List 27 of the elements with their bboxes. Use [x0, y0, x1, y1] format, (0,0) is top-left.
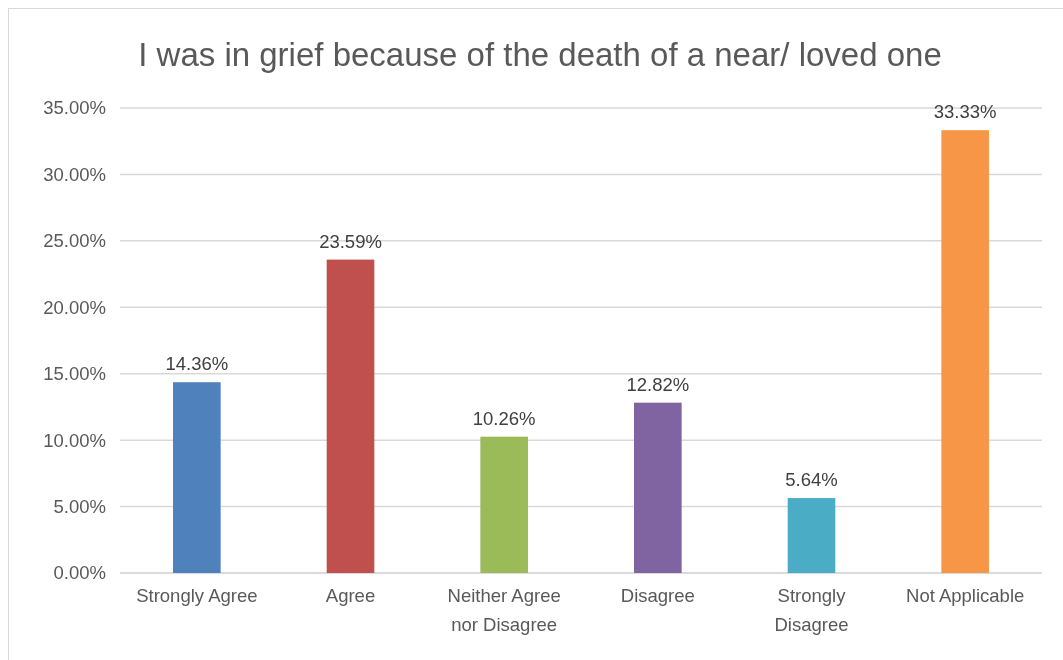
data-label: 33.33% — [933, 101, 997, 123]
bar — [480, 436, 528, 573]
bar — [787, 498, 836, 573]
data-label: 12.82% — [626, 373, 690, 395]
x-tick-label: Not Applicable — [906, 585, 1025, 607]
y-tick-label: 30.00% — [43, 163, 106, 185]
x-tick-label: Strongly Agree — [136, 585, 258, 607]
y-tick-label: 25.00% — [43, 230, 106, 252]
x-tick-label: Neither Agree nor Disagree — [447, 585, 561, 635]
bar — [634, 402, 682, 573]
x-tick-label: Agree — [325, 585, 376, 607]
chart-title: I was in grief because of the death of a near/ loved one — [138, 36, 942, 73]
x-tick-label: Disagree — [620, 585, 695, 607]
y-tick-label: 15.00% — [43, 363, 106, 385]
y-tick-label: 5.00% — [53, 495, 106, 517]
data-label: 14.36% — [165, 353, 229, 375]
bar — [326, 259, 375, 573]
y-tick-label: 20.00% — [43, 296, 106, 318]
y-tick-label: 0.00% — [53, 562, 106, 584]
bar — [173, 382, 221, 573]
y-tick-label: 10.00% — [43, 429, 106, 451]
x-tick-label: Strongly Disagree — [774, 585, 849, 635]
data-label: 5.64% — [785, 469, 838, 491]
data-label: 23.59% — [319, 230, 382, 252]
bar — [941, 130, 989, 573]
y-tick-label: 35.00% — [43, 97, 106, 119]
data-label: 10.26% — [472, 407, 536, 429]
